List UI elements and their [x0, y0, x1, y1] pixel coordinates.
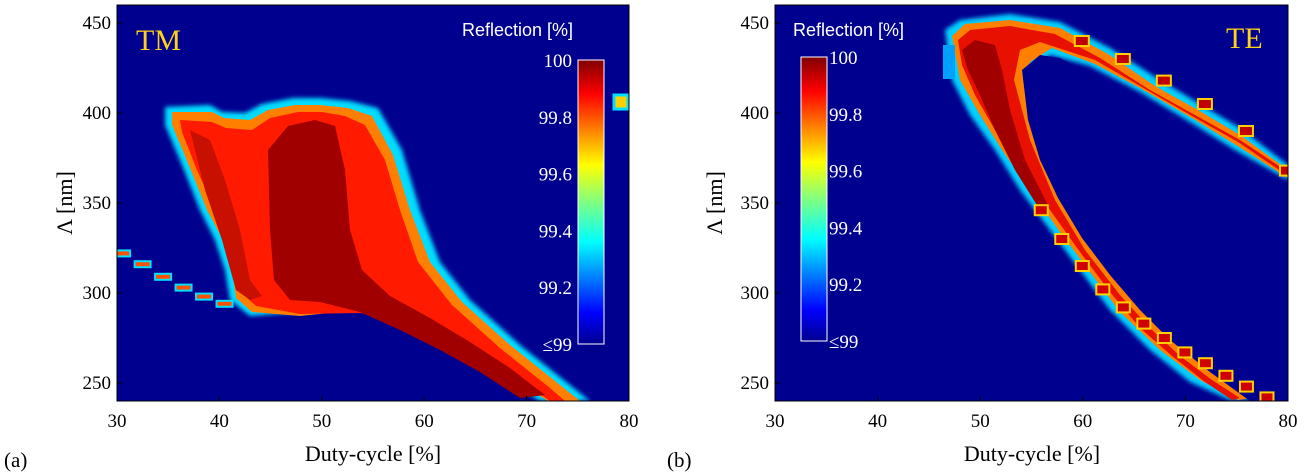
x-ticks-b: 30 40 50 60 70 80	[766, 396, 1298, 432]
colorbar-tick-label: 100	[544, 51, 573, 72]
colorbar-tick-label: 99.4	[539, 221, 573, 242]
y-tick-label: 250	[83, 373, 112, 394]
band-core-a	[268, 120, 545, 398]
x-axis-label-b: Duty-cycle [%]	[964, 441, 1100, 466]
dash-line-a	[117, 249, 234, 308]
dash-segment	[133, 260, 152, 269]
dash-segment	[1073, 35, 1090, 47]
heatmap-bands-a	[117, 93, 629, 401]
colorbar-tick-label: 99.2	[829, 275, 862, 296]
y-axis-label-a: Λ [nm]	[52, 171, 77, 235]
colorbar-ticks-b: 100 99.8 99.6 99.4 99.2 ≤99	[829, 48, 863, 353]
dash-segment	[1259, 391, 1275, 401]
panel-label-a: (a)	[4, 448, 27, 472]
y-axis-label-b: Λ [nm]	[702, 171, 727, 235]
x-tick-label: 30	[766, 411, 785, 432]
dash-segment	[1218, 369, 1234, 382]
y-tick-label: 450	[741, 13, 770, 34]
y-tick-label: 350	[83, 193, 112, 214]
y-tick-label: 250	[741, 373, 770, 394]
dash-segment	[1033, 204, 1049, 217]
mode-label-b: TE	[1226, 22, 1263, 55]
plot-frame-b	[774, 4, 1289, 402]
dash-segment	[117, 249, 132, 258]
colorbar-title-b: Reflection [%]	[793, 20, 904, 40]
dash-lower-b	[1033, 204, 1275, 401]
panel-label-b: (b)	[667, 448, 692, 472]
x-ticks-a: 30 40 50 60 70 80	[108, 396, 639, 432]
dash-segment	[1196, 98, 1213, 110]
y-tick-label: 400	[741, 103, 770, 124]
y-tick-label: 400	[83, 103, 112, 124]
x-tick-label: 50	[312, 411, 331, 432]
colorbar-tick-label: ≤99	[543, 335, 572, 356]
colorbar-tick-label: 99.6	[539, 165, 572, 186]
y-tick-label: 450	[83, 13, 112, 34]
y-ticks-a: 250 300 350 400 450	[83, 13, 122, 394]
dash-segment	[154, 272, 173, 281]
x-tick-label: 40	[868, 411, 887, 432]
dash-segment	[1197, 357, 1213, 370]
dash-segment	[1115, 301, 1131, 314]
dash-segment	[1155, 74, 1172, 87]
x-tick-label: 60	[1073, 411, 1092, 432]
colorbar-tick-label: 99.8	[539, 108, 572, 129]
dash-upper-b	[1073, 35, 1288, 177]
y-tick-label: 350	[741, 193, 770, 214]
heatmap-bands-b	[943, 14, 1288, 401]
dash-segment	[215, 299, 234, 308]
dash-segment	[195, 292, 214, 301]
spot-a	[612, 93, 629, 111]
x-tick-label: 50	[971, 411, 990, 432]
colorbar-tick-label: 99.6	[829, 162, 862, 183]
colorbar-a	[577, 59, 605, 345]
x-tick-label: 80	[620, 411, 639, 432]
colorbar-ticks-a: 100 99.8 99.6 99.4 99.2 ≤99	[539, 51, 573, 356]
y-tick-label: 300	[83, 283, 112, 304]
dash-segment	[1095, 283, 1111, 296]
x-axis-label-a: Duty-cycle [%]	[305, 441, 441, 466]
x-tick-label: 80	[1279, 411, 1298, 432]
dash-segment	[1156, 332, 1172, 344]
dash-segment	[1237, 125, 1254, 137]
dash-segment	[1054, 233, 1070, 245]
panel-b: 30 40 50 60 70 80 250 300 350 400 450 Duty-cycle …	[667, 4, 1298, 472]
y-ticks-b: 250 300 350 400 450	[741, 13, 780, 394]
dash-segment	[1177, 346, 1193, 359]
band-warm-b	[952, 20, 1288, 400]
x-tick-label: 70	[1176, 411, 1195, 432]
x-tick-label: 70	[517, 411, 536, 432]
dash-segment	[1074, 260, 1090, 272]
plot-frame-a	[116, 4, 630, 402]
dash-segment	[174, 283, 193, 292]
band-inner-core-a	[190, 130, 262, 300]
dash-segment	[1238, 380, 1254, 393]
dash-segment	[1279, 164, 1288, 177]
colorbar-tick-label: 99.8	[829, 105, 862, 126]
colorbar-tick-label: 100	[829, 48, 858, 69]
x-tick-label: 60	[415, 411, 434, 432]
x-tick-label: 40	[210, 411, 229, 432]
colorbar-tick-label: 99.4	[829, 218, 863, 239]
colorbar-b	[800, 56, 828, 342]
panel-a: 30 40 50 60 70 80 250 300 350 400 450 Duty-cycle …	[4, 4, 639, 472]
spot-b	[943, 45, 955, 79]
mode-label-a: TM	[136, 24, 181, 57]
x-tick-label: 30	[108, 411, 127, 432]
band-core-b	[962, 40, 1048, 210]
y-tick-label: 300	[741, 283, 770, 304]
branch-gap-b	[1022, 55, 1288, 401]
colorbar-tick-label: ≤99	[829, 332, 858, 353]
colorbar-title-a: Reflection [%]	[462, 20, 573, 40]
dash-segment	[1136, 317, 1152, 330]
dash-segment	[1114, 53, 1131, 65]
colorbar-tick-label: 99.2	[539, 278, 572, 299]
